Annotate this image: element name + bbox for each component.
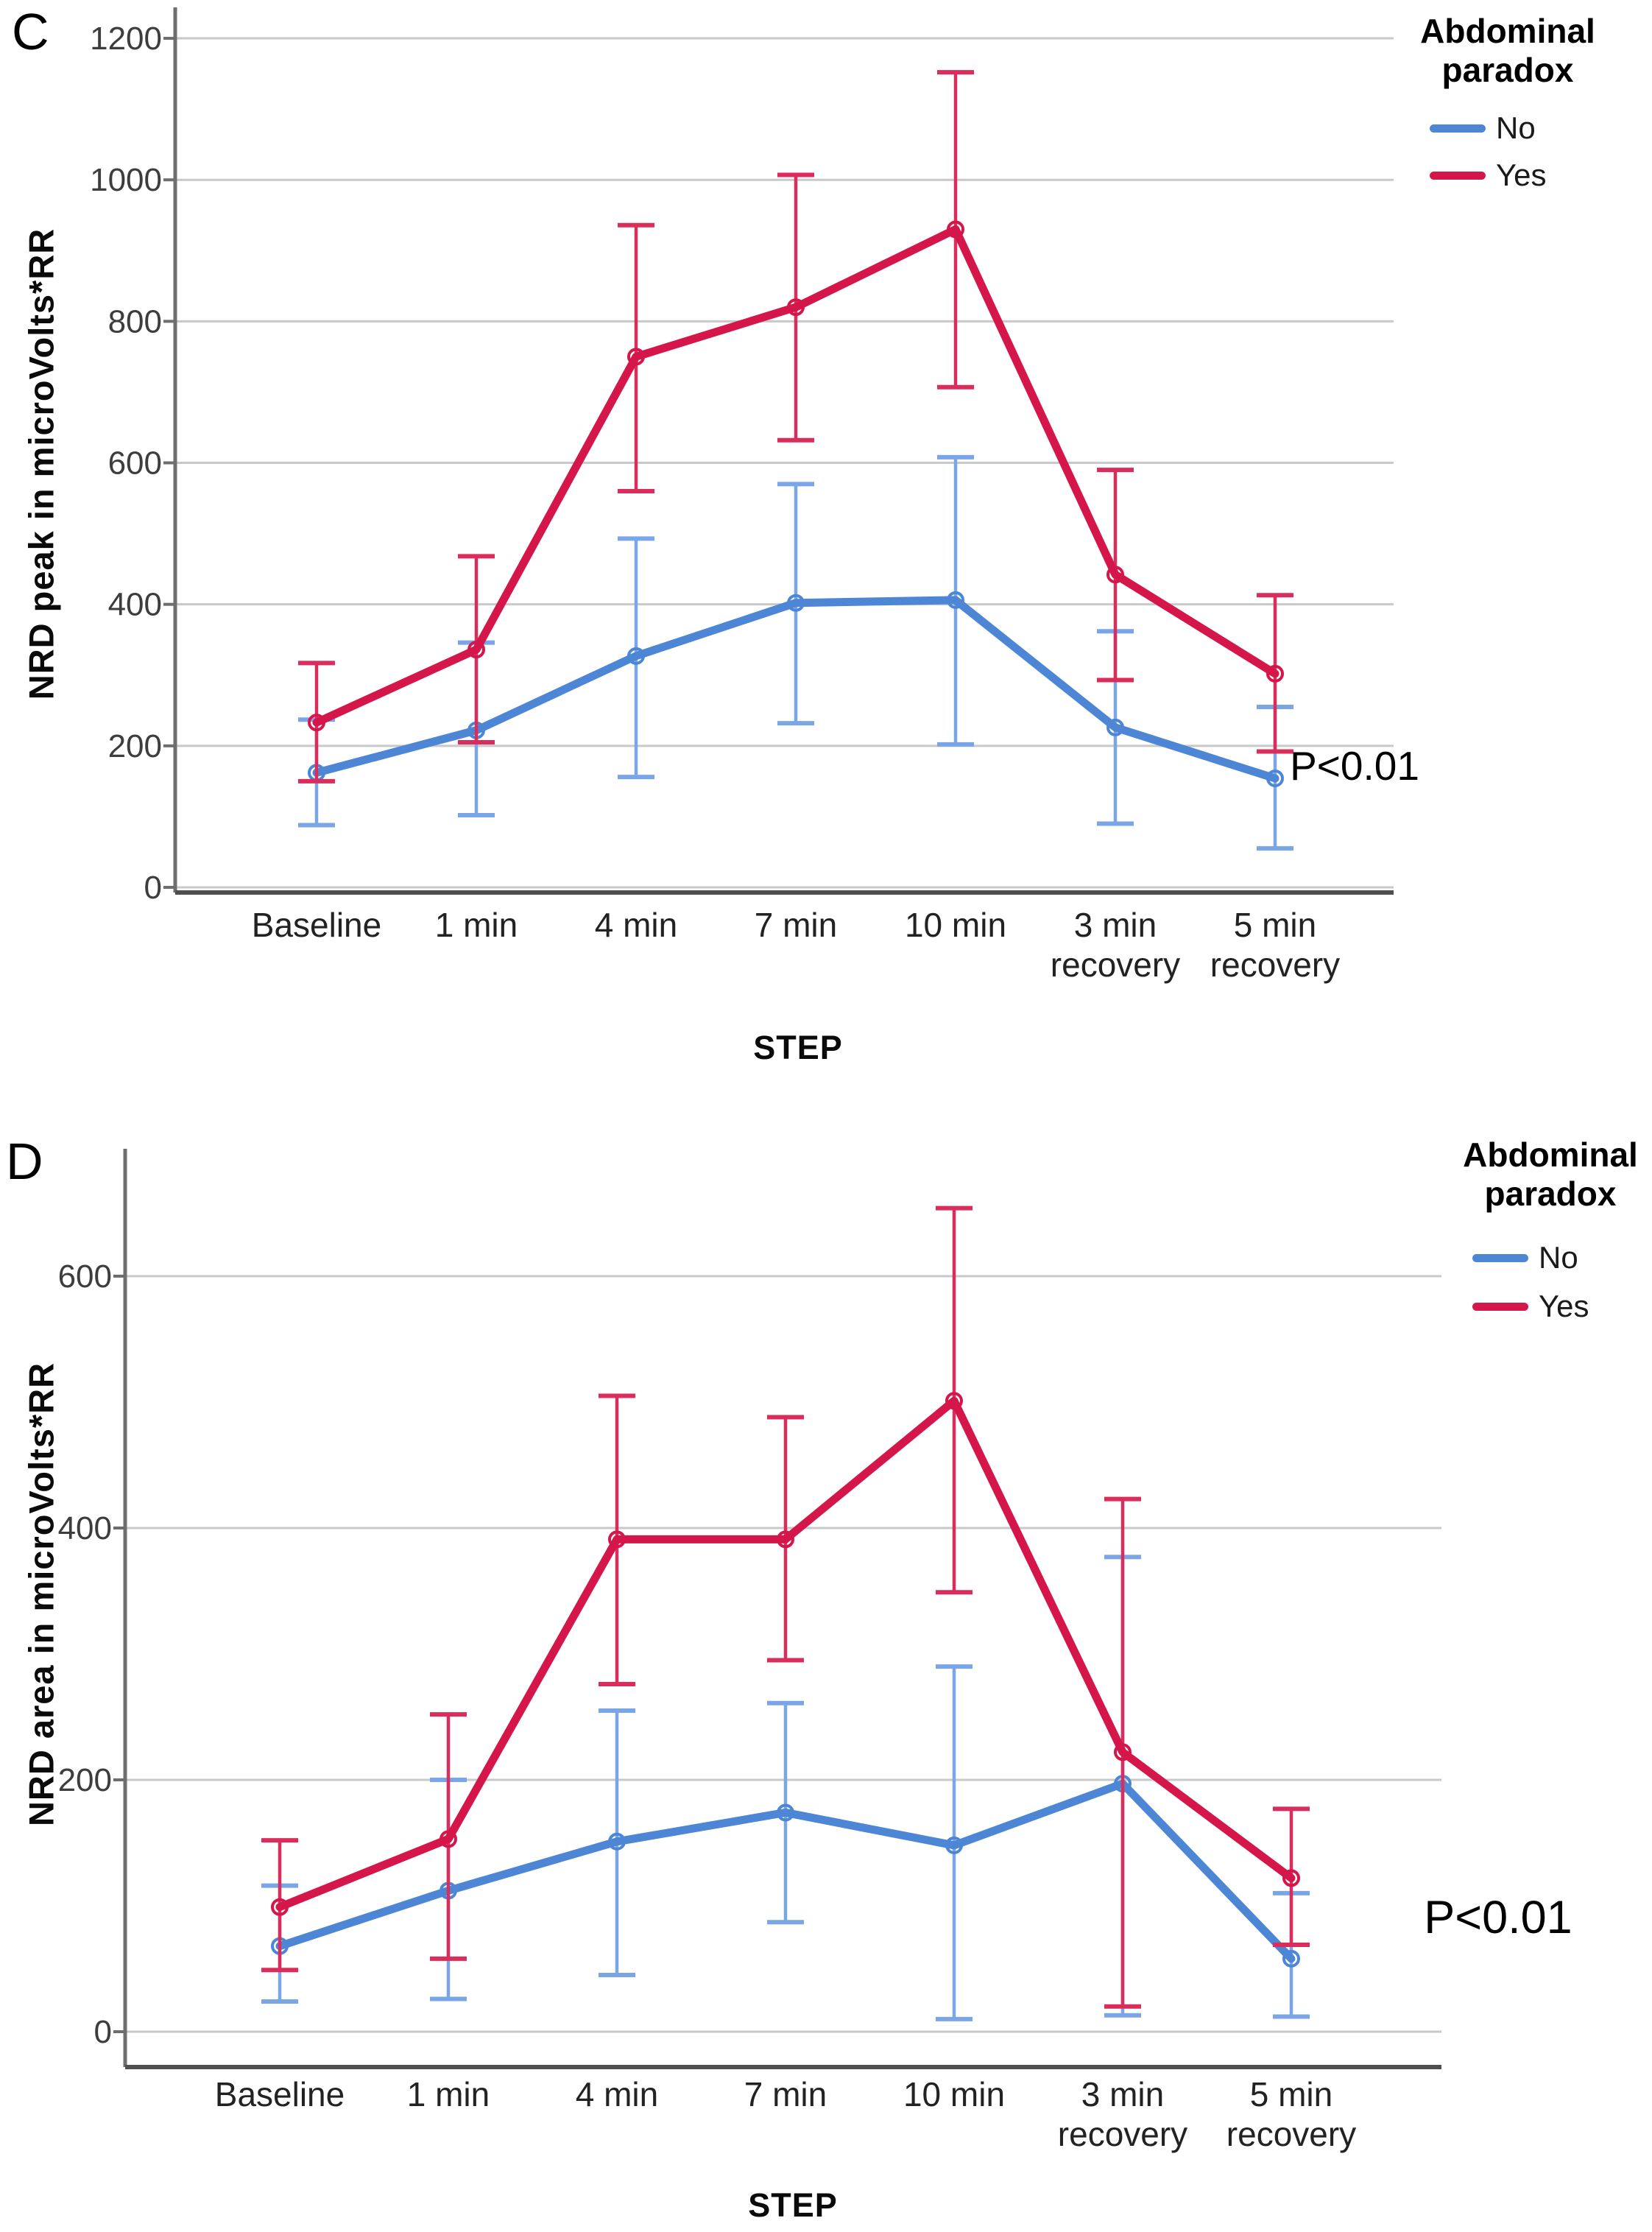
- legend-swatch-no-icon: [1430, 124, 1486, 133]
- data-point-marker: [271, 1898, 289, 1916]
- legend-label-no: No: [1496, 110, 1536, 145]
- data-point-marker: [1282, 1869, 1300, 1887]
- y-tick-label: 200: [108, 728, 162, 764]
- series-yes: [261, 1205, 1310, 2009]
- data-point-marker: [787, 594, 805, 612]
- legend-item-yes: Yes: [1472, 1289, 1589, 1324]
- y-tick-label: 400: [108, 587, 162, 623]
- x-tick-sublabel: recovery: [1226, 2115, 1356, 2153]
- x-tick-label: 4 min: [576, 2075, 658, 2113]
- x-tick-label: 7 min: [755, 906, 837, 944]
- y-tick-label: 1200: [90, 21, 162, 57]
- chart-C: 0 200 400 600 800 1000 1200 Baseline 1 min 4 min 7…: [90, 7, 1394, 984]
- x-tick-label: 7 min: [744, 2075, 827, 2113]
- data-point-marker: [467, 641, 485, 659]
- panel-label-d: D: [6, 1133, 43, 1190]
- y-tick-label: 200: [58, 1762, 112, 1798]
- y-tick-label: 600: [108, 446, 162, 482]
- data-point-marker: [947, 220, 964, 239]
- data-point-marker: [1266, 770, 1284, 788]
- data-point-marker: [608, 1832, 626, 1851]
- legend-swatch-no-icon: [1472, 1253, 1528, 1262]
- data-point-marker: [1282, 1949, 1300, 1968]
- x-tick-label: 3 min: [1074, 906, 1157, 944]
- p-value-annotation-d: P<0.01: [1424, 1892, 1572, 1943]
- legend-d: Abdominal paradox No Yes: [1447, 1136, 1652, 1324]
- x-tick-label: Baseline: [215, 2075, 345, 2113]
- y-tick-label: 800: [108, 303, 162, 339]
- legend-swatch-yes-icon: [1472, 1302, 1528, 1311]
- legend-title-c: Abdominal paradox: [1420, 12, 1595, 89]
- data-point-marker: [1266, 664, 1284, 683]
- series-line: [275, 1396, 1296, 1912]
- x-tick-label: 10 min: [903, 2075, 1005, 2113]
- y-tick-label: 400: [58, 1510, 112, 1546]
- data-point-marker: [945, 1392, 963, 1410]
- x-tick-label: 5 min: [1250, 2075, 1332, 2113]
- x-tick-label: 1 min: [407, 2075, 490, 2113]
- x-tick-label: 5 min: [1234, 906, 1316, 944]
- legend-items-c: No Yes: [1405, 110, 1611, 193]
- legend-items-d: No Yes: [1447, 1240, 1652, 1324]
- data-point-marker: [1106, 566, 1124, 584]
- legend-item-no: No: [1472, 1240, 1578, 1275]
- legend-label-yes: Yes: [1539, 1289, 1589, 1323]
- series-no: [298, 454, 1293, 851]
- y-tick-label: 0: [94, 2014, 112, 2050]
- x-axis-title-d: STEP: [748, 2186, 838, 2224]
- legend-item-no: No: [1430, 110, 1536, 146]
- y-tick-label: 600: [58, 1258, 112, 1295]
- legend-label-yes: Yes: [1496, 158, 1547, 192]
- y-axis-title-c: NRD peak in microVolts*RR: [21, 228, 61, 700]
- x-tick-sublabel: recovery: [1058, 2115, 1187, 2153]
- legend-swatch-yes-icon: [1430, 171, 1486, 180]
- data-point-marker: [945, 1836, 963, 1854]
- legend-item-yes: Yes: [1430, 158, 1547, 193]
- data-point-marker: [777, 1530, 794, 1549]
- y-axis-title-d: NRD area in microVolts*RR: [21, 1362, 61, 1827]
- x-tick-sublabel: recovery: [1210, 946, 1340, 984]
- data-point-marker: [787, 298, 805, 317]
- series-yes: [298, 70, 1293, 784]
- data-point-marker: [627, 647, 645, 665]
- x-tick-label: 3 min: [1081, 2075, 1164, 2113]
- x-axis-title-c: STEP: [753, 1029, 843, 1066]
- data-point-marker: [308, 714, 325, 732]
- x-tick-label: 1 min: [435, 906, 518, 944]
- x-tick-sublabel: recovery: [1051, 946, 1180, 984]
- data-point-marker: [777, 1803, 794, 1822]
- data-point-marker: [627, 348, 645, 366]
- x-tick-label: Baseline: [252, 906, 381, 944]
- chart-D: 0 200 400 600 Baseline 1 min 4 min 7 min 10 min 3…: [58, 1149, 1441, 2153]
- data-point-marker: [947, 591, 964, 609]
- legend-title-d: Abdominal paradox: [1463, 1136, 1638, 1213]
- data-point-marker: [440, 1830, 457, 1848]
- series-line: [312, 225, 1279, 727]
- panel-label-c: C: [12, 3, 49, 60]
- data-point-marker: [1114, 1743, 1132, 1761]
- y-tick-label: 0: [144, 870, 162, 906]
- legend-label-no: No: [1539, 1240, 1578, 1275]
- p-value-annotation-c: P<0.01: [1290, 743, 1419, 789]
- data-point-marker: [1106, 718, 1124, 736]
- x-tick-label: 10 min: [905, 906, 1006, 944]
- data-point-marker: [608, 1530, 626, 1549]
- y-tick-label: 1000: [90, 162, 162, 198]
- legend-c: Abdominal paradox No Yes: [1405, 12, 1611, 193]
- x-tick-label: 4 min: [595, 906, 677, 944]
